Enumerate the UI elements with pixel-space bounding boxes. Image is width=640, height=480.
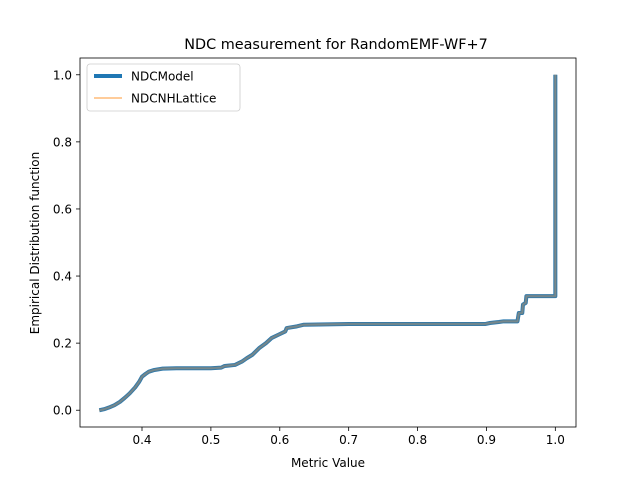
- x-tick-label: 0.8: [408, 433, 427, 447]
- y-tick-label: 1.0: [53, 68, 72, 82]
- axes-frame: [79, 57, 577, 428]
- x-tick-label: 0.5: [201, 433, 220, 447]
- y-tick-label: 0.8: [53, 135, 72, 149]
- series-overlap-line: [98, 74, 557, 412]
- y-tick-label: 0.4: [53, 270, 72, 284]
- x-tick-label: 0.7: [339, 433, 358, 447]
- legend-box: [86, 63, 241, 112]
- plot-area: 0.4 0.5 0.6 0.7 0.8 0.9 1.0 0.0 0.2 0.4 0.6 0.8 1.0 N…: [53, 57, 577, 447]
- legend-label-ndcmodel: NDCModel: [131, 70, 194, 84]
- x-axis-label: Metric Value: [291, 456, 365, 470]
- x-tick-label: 0.6: [270, 433, 289, 447]
- chart-title: NDC measurement for RandomEMF-WF+7: [184, 37, 488, 53]
- x-tick-label: 0.9: [477, 433, 496, 447]
- x-tick-label: 0.4: [132, 433, 151, 447]
- x-tick-label: 1.0: [546, 433, 565, 447]
- legend-label-ndcnhlattice: NDCNHLattice: [131, 92, 216, 106]
- y-tick-label: 0.0: [53, 404, 72, 418]
- y-tick-label: 0.2: [53, 337, 72, 351]
- y-axis-label: Empirical Distribution function: [28, 152, 42, 334]
- y-tick-label: 0.6: [53, 202, 72, 216]
